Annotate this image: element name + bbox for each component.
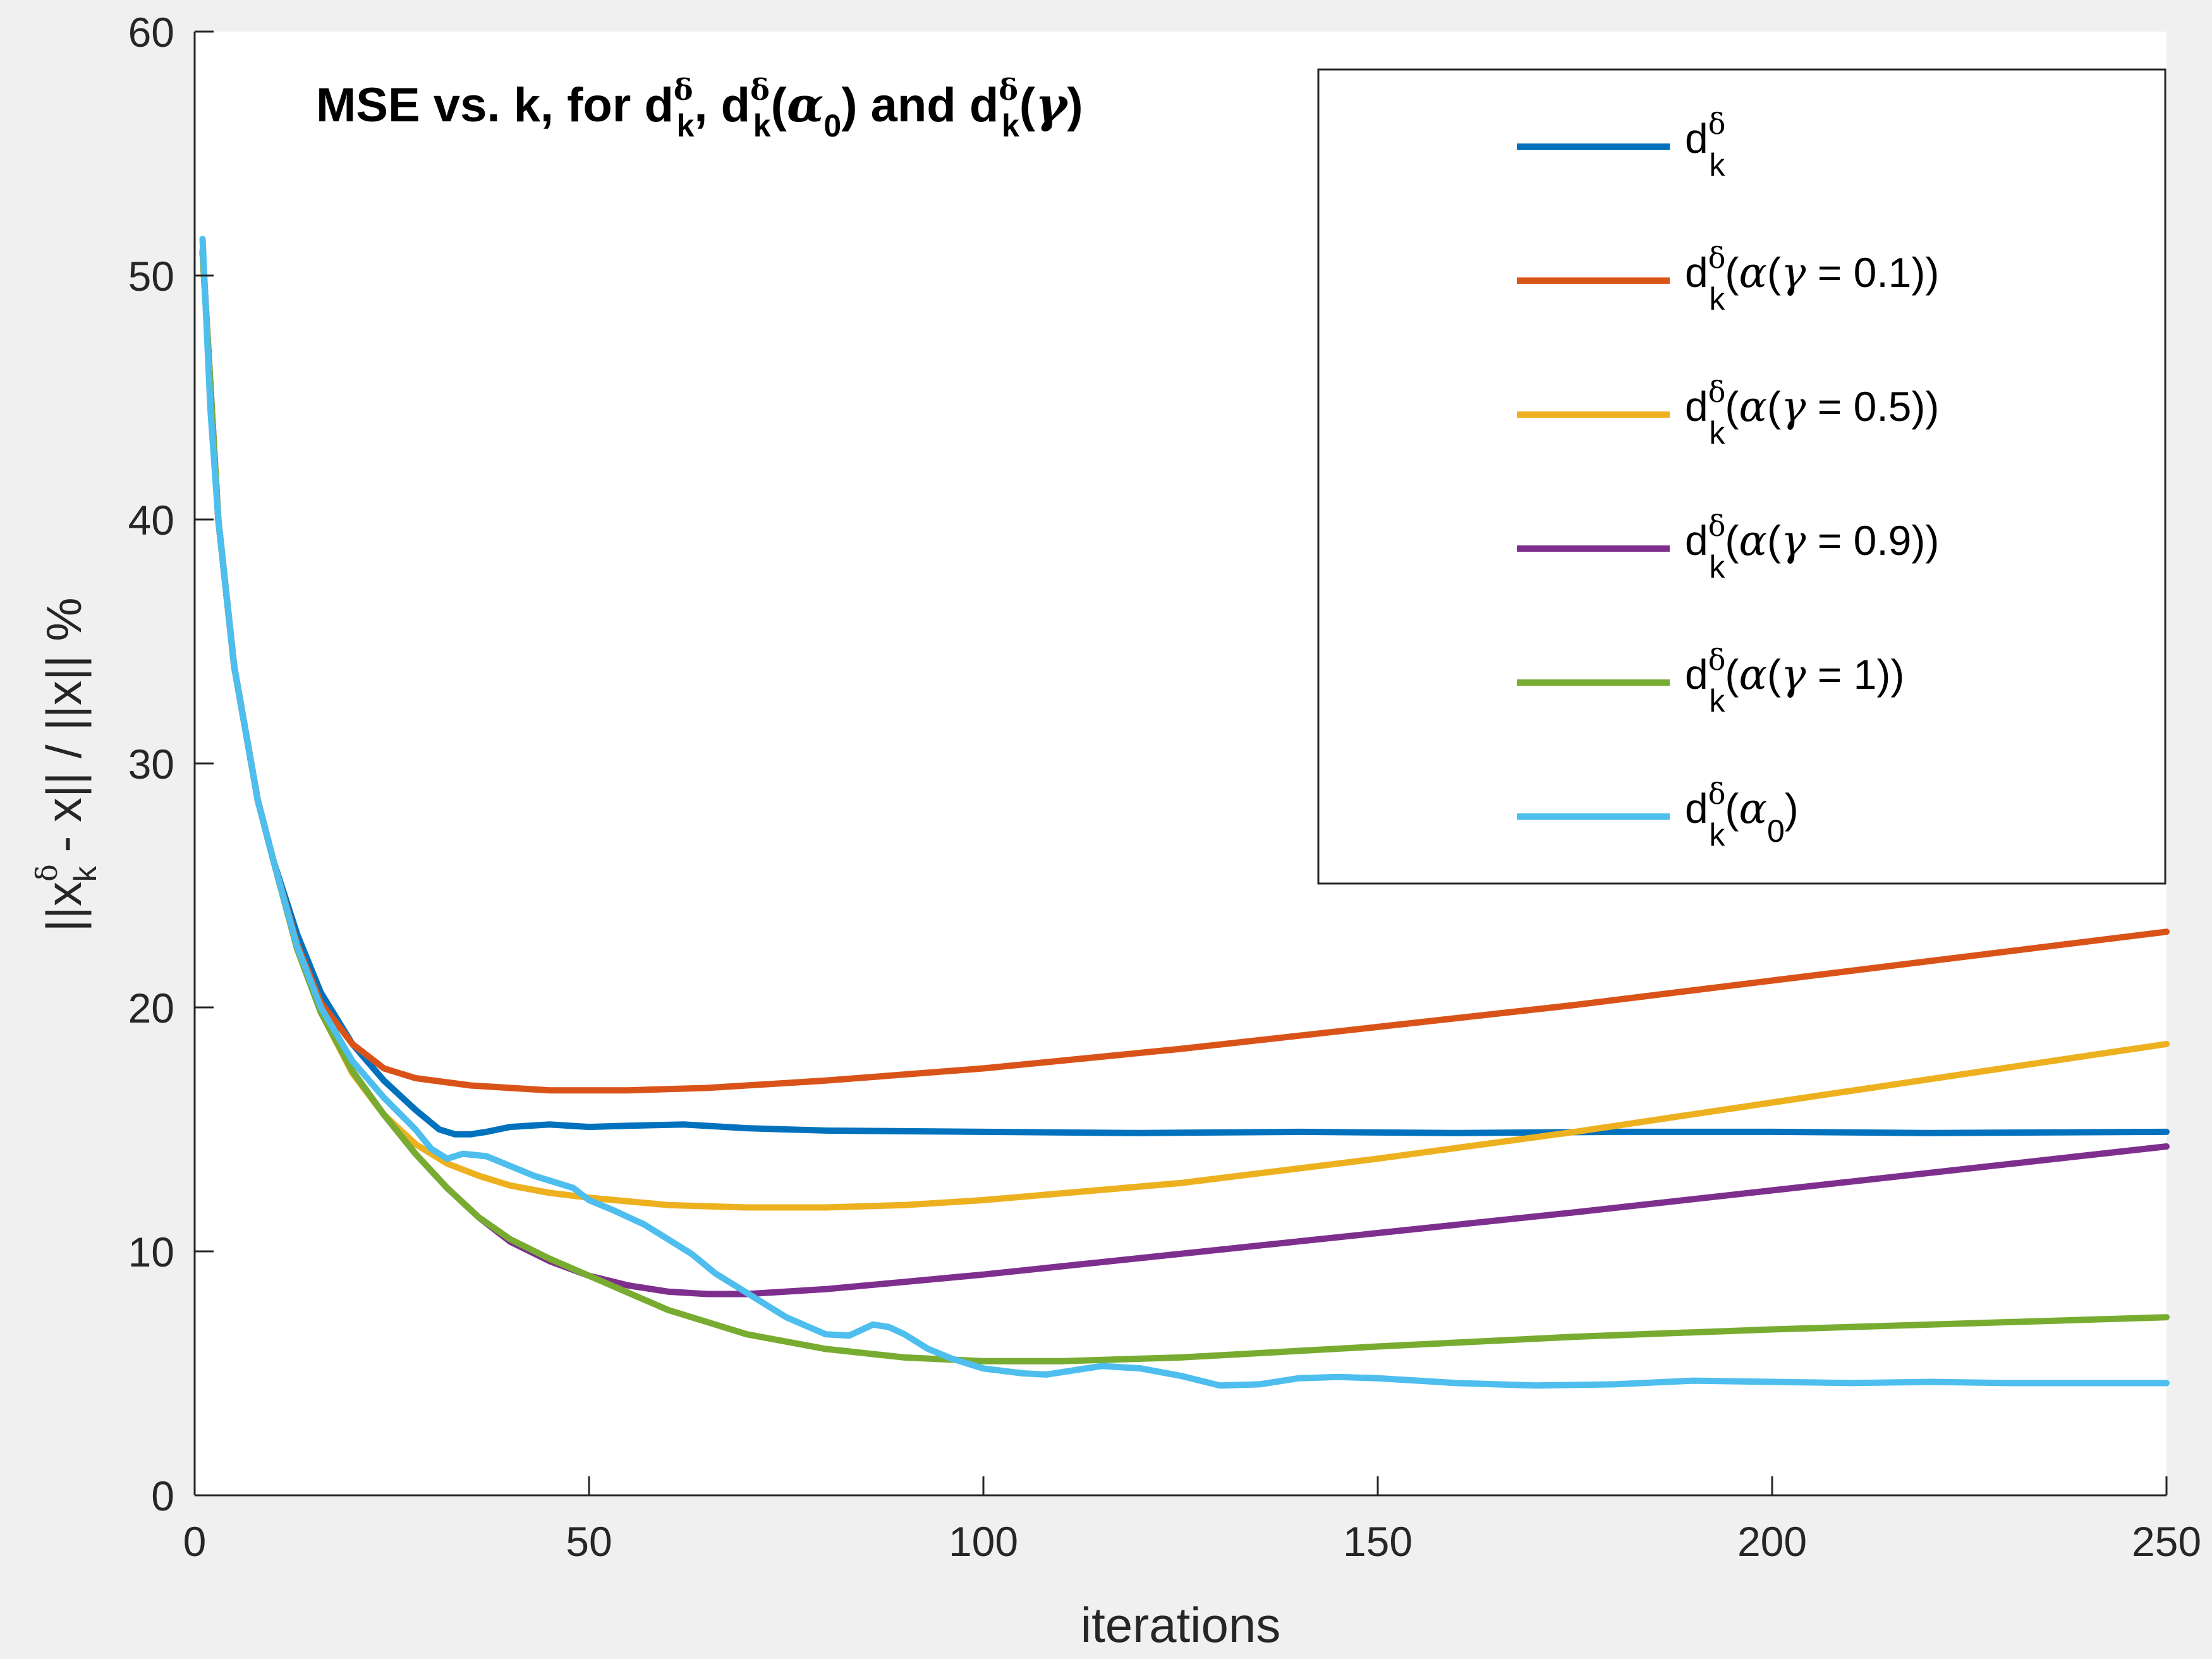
- y-tick-label: 20: [128, 985, 174, 1031]
- legend-label: dδk(α(α0): [1685, 777, 1799, 853]
- legend-label-text: d: [1685, 383, 1708, 430]
- legend-label-text: (: [1767, 651, 1781, 698]
- legend-label-text: α: [1739, 650, 1767, 699]
- legend-label-text: d: [1685, 517, 1708, 564]
- legend-label-text: (: [1767, 383, 1781, 430]
- y-title-sub: k: [68, 865, 103, 882]
- legend-item: dδ k: [1517, 107, 1725, 183]
- y-axis-title: ||xδ k - x|| / ||x|| %: [30, 597, 103, 932]
- legend-label-sup: δ: [1708, 643, 1726, 677]
- legend-label-sup: δ: [1708, 241, 1726, 275]
- legend-label-sup: δ: [1708, 375, 1726, 409]
- legend-label-text: γ: [1781, 248, 1806, 297]
- legend-label-text: γ: [1781, 516, 1806, 565]
- legend-box: [1317, 68, 2166, 885]
- legend-label-text: (: [1725, 651, 1739, 698]
- y-title-text: ||x: [36, 882, 92, 932]
- legend-label-text: (: [1767, 517, 1781, 564]
- legend-label: dδk(α(γ = 0.9))(α(γ = 0.9)): [1685, 509, 1939, 585]
- legend-label-sub: 0: [1767, 813, 1785, 849]
- series-line-6: [199, 236, 2170, 1389]
- title-part: (: [1019, 78, 1036, 132]
- y-title-sup: δ: [30, 864, 64, 882]
- legend-label: dδ k: [1685, 107, 1725, 183]
- x-tick-label: 100: [949, 1518, 1018, 1565]
- title-sub: 0: [823, 108, 841, 143]
- y-tick-label: 30: [128, 741, 174, 787]
- y-title-text: - x|| / ||x|| %: [36, 597, 92, 866]
- legend-item: dδk(α(α0): [1517, 777, 1799, 853]
- series-layer: [199, 236, 2170, 1389]
- legend-item: dδk(α(γ = 0.1))(α(γ = 0.1)): [1517, 241, 1939, 317]
- legend-label-sub: k: [1709, 683, 1725, 719]
- legend-label-text: α: [1739, 382, 1767, 431]
- title-part: ): [1067, 78, 1083, 132]
- legend-label-text: = 0.1)): [1806, 249, 1939, 296]
- y-tick-label: 40: [128, 497, 174, 544]
- legend-label-sub: k: [1709, 281, 1725, 317]
- legend-label: dδk(α(γ = 0.1))(α(γ = 0.1)): [1685, 241, 1939, 317]
- legend-label-text: = 0.5)): [1806, 383, 1939, 430]
- legend-label-sup: δ: [1708, 107, 1726, 141]
- legend-label: dδk(α(γ = 1))(α(γ = 1)): [1685, 643, 1904, 719]
- legend-label-text: (: [1767, 249, 1781, 296]
- title-sup: δ: [750, 73, 770, 107]
- x-tick-label: 50: [566, 1518, 612, 1565]
- title-sub: k: [753, 108, 771, 143]
- legend-label-text: (: [1725, 249, 1739, 296]
- legend-label-sub: k: [1709, 415, 1725, 451]
- legend-label-text: ): [1785, 785, 1799, 832]
- title-part: γ: [1035, 76, 1069, 133]
- title-part: ) and d: [841, 78, 999, 132]
- legend-label-text: (: [1725, 517, 1739, 564]
- legend-label-text: (: [1725, 383, 1739, 430]
- title-text: MSE vs. k, for dδ k, dδ k(α0) and dδ k(γ): [316, 73, 1083, 143]
- legend-label-text: d: [1685, 115, 1708, 162]
- y-tick-label: 0: [151, 1473, 174, 1519]
- legend-label-sub: k: [1709, 147, 1725, 183]
- x-tick-label: 0: [183, 1518, 207, 1565]
- title-sub: k: [677, 108, 695, 143]
- legend-label-text: γ: [1781, 382, 1806, 431]
- axes: 0 50 100 150 200 250 0 10 20 30 40 50 60 iterations ||…: [30, 9, 2201, 1653]
- y-tick-label: 60: [128, 9, 174, 56]
- title-sub: k: [1002, 108, 1019, 143]
- title-part: MSE vs. k, for d: [316, 78, 674, 132]
- x-tick-label: 250: [2132, 1518, 2201, 1565]
- title-part: (: [771, 78, 787, 132]
- legend-item: dδk(α(γ = 1))(α(γ = 1)): [1517, 643, 1904, 719]
- legend-label-sub: k: [1709, 817, 1725, 853]
- x-tick-label: 150: [1343, 1518, 1413, 1565]
- legend-label: dδk(α(γ = 0.5))(α(γ = 0.5)): [1685, 375, 1939, 451]
- legend-item: dδk(α(γ = 0.9))(α(γ = 0.9)): [1517, 509, 1939, 585]
- legend-label-text: d: [1685, 785, 1708, 832]
- legend-label-sup: δ: [1708, 509, 1726, 543]
- legend-label-text: = 0.9)): [1806, 517, 1939, 564]
- legend-item: dδk(α(γ = 0.5))(α(γ = 0.5)): [1517, 375, 1939, 451]
- x-tick-label: 200: [1737, 1518, 1807, 1565]
- title-part: , d: [694, 78, 750, 132]
- title-part: α: [787, 76, 823, 133]
- legend-label-text: γ: [1781, 650, 1806, 699]
- legend-label-text: α: [1739, 784, 1767, 833]
- legend-label-text: α: [1739, 248, 1767, 297]
- legend-label-sup: δ: [1708, 777, 1726, 811]
- x-axis-title: iterations: [1081, 1597, 1281, 1653]
- title-sup: δ: [674, 73, 693, 107]
- chart-title: MSE vs. k, for dδ k, dδ k(α0) and dδ k(γ): [316, 73, 1083, 143]
- legend-label-text: d: [1685, 651, 1708, 698]
- legend-label-text: d: [1685, 249, 1708, 296]
- legend-label-text: (: [1725, 785, 1739, 832]
- legend-label-text: α: [1739, 516, 1767, 565]
- title-sup: δ: [999, 73, 1018, 107]
- legend-label-sub: k: [1709, 549, 1725, 585]
- legend-label-text: = 1)): [1806, 651, 1904, 698]
- y-tick-label: 50: [128, 253, 174, 300]
- y-tick-label: 10: [128, 1229, 174, 1275]
